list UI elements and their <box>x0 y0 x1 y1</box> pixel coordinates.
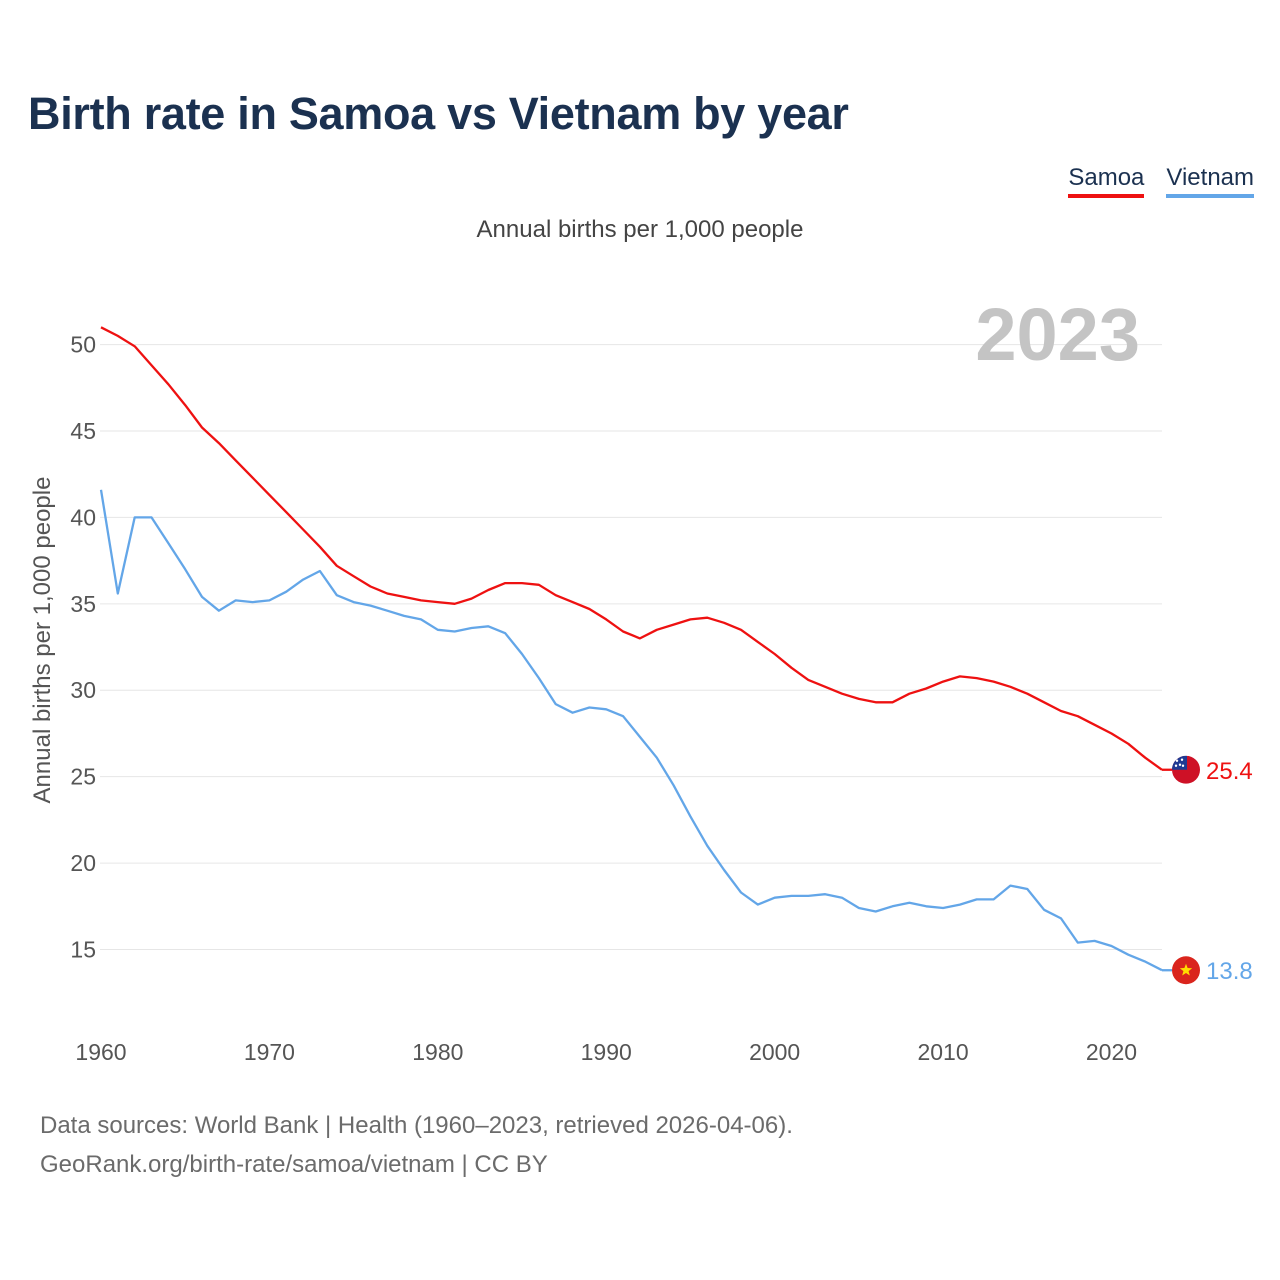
legend-item-samoa[interactable]: Samoa <box>1068 164 1145 198</box>
series-line-vietnam[interactable] <box>99 489 1163 972</box>
source-line-2: GeoRank.org/birth-rate/samoa/vietnam | C… <box>40 1151 548 1178</box>
samoa-flag-icon <box>1172 755 1200 784</box>
y-tick-label: 40 <box>70 504 96 530</box>
y-tick-label: 45 <box>70 418 96 444</box>
source-line-1: Data sources: World Bank | Health (1960–… <box>40 1112 793 1139</box>
series-line-samoa[interactable] <box>100 326 1163 771</box>
y-axis-tick-labels: 15 20 25 30 35 40 45 50 <box>70 332 96 963</box>
x-tick-label: 1990 <box>581 1039 632 1065</box>
y-axis-label: Annual births per 1,000 people <box>29 477 56 804</box>
x-tick-label: 1970 <box>244 1039 295 1065</box>
end-value-label-vietnam: 13.8 <box>1206 958 1253 985</box>
legend: Samoa Vietnam <box>1068 164 1254 198</box>
y-tick-label: 20 <box>70 850 96 876</box>
y-tick-label: 25 <box>70 764 96 790</box>
legend-item-vietnam[interactable]: Vietnam <box>1166 164 1254 198</box>
end-value-label-samoa: 25.4 <box>1206 758 1253 785</box>
x-tick-label: 2000 <box>749 1039 800 1065</box>
grid-lines <box>100 344 1162 951</box>
chart-subtitle: Annual births per 1,000 people <box>476 216 804 243</box>
year-watermark: 2023 <box>975 293 1140 376</box>
x-tick-label: 1980 <box>412 1039 463 1065</box>
y-tick-label: 50 <box>70 332 96 358</box>
x-tick-label: 1960 <box>75 1039 126 1065</box>
vietnam-flag-icon <box>1172 956 1200 985</box>
y-tick-label: 15 <box>70 937 96 963</box>
x-axis-tick-labels: 1960 1970 1980 1990 2000 2010 2020 <box>75 1039 1137 1065</box>
source-note: Data sources: World Bank | Health (1960–… <box>40 1106 793 1184</box>
y-tick-label: 35 <box>70 591 96 617</box>
chart-title: Birth rate in Samoa vs Vietnam by year <box>28 88 849 139</box>
x-tick-label: 2010 <box>917 1039 968 1065</box>
series-lines <box>99 326 1172 972</box>
y-tick-label: 30 <box>70 677 96 703</box>
x-tick-label: 2020 <box>1086 1039 1137 1065</box>
line-chart: 2023 15 20 25 30 35 40 45 50 1960 1970 1980 1990 20… <box>29 293 1253 1065</box>
end-markers: 25.4 13.8 <box>1172 755 1253 985</box>
